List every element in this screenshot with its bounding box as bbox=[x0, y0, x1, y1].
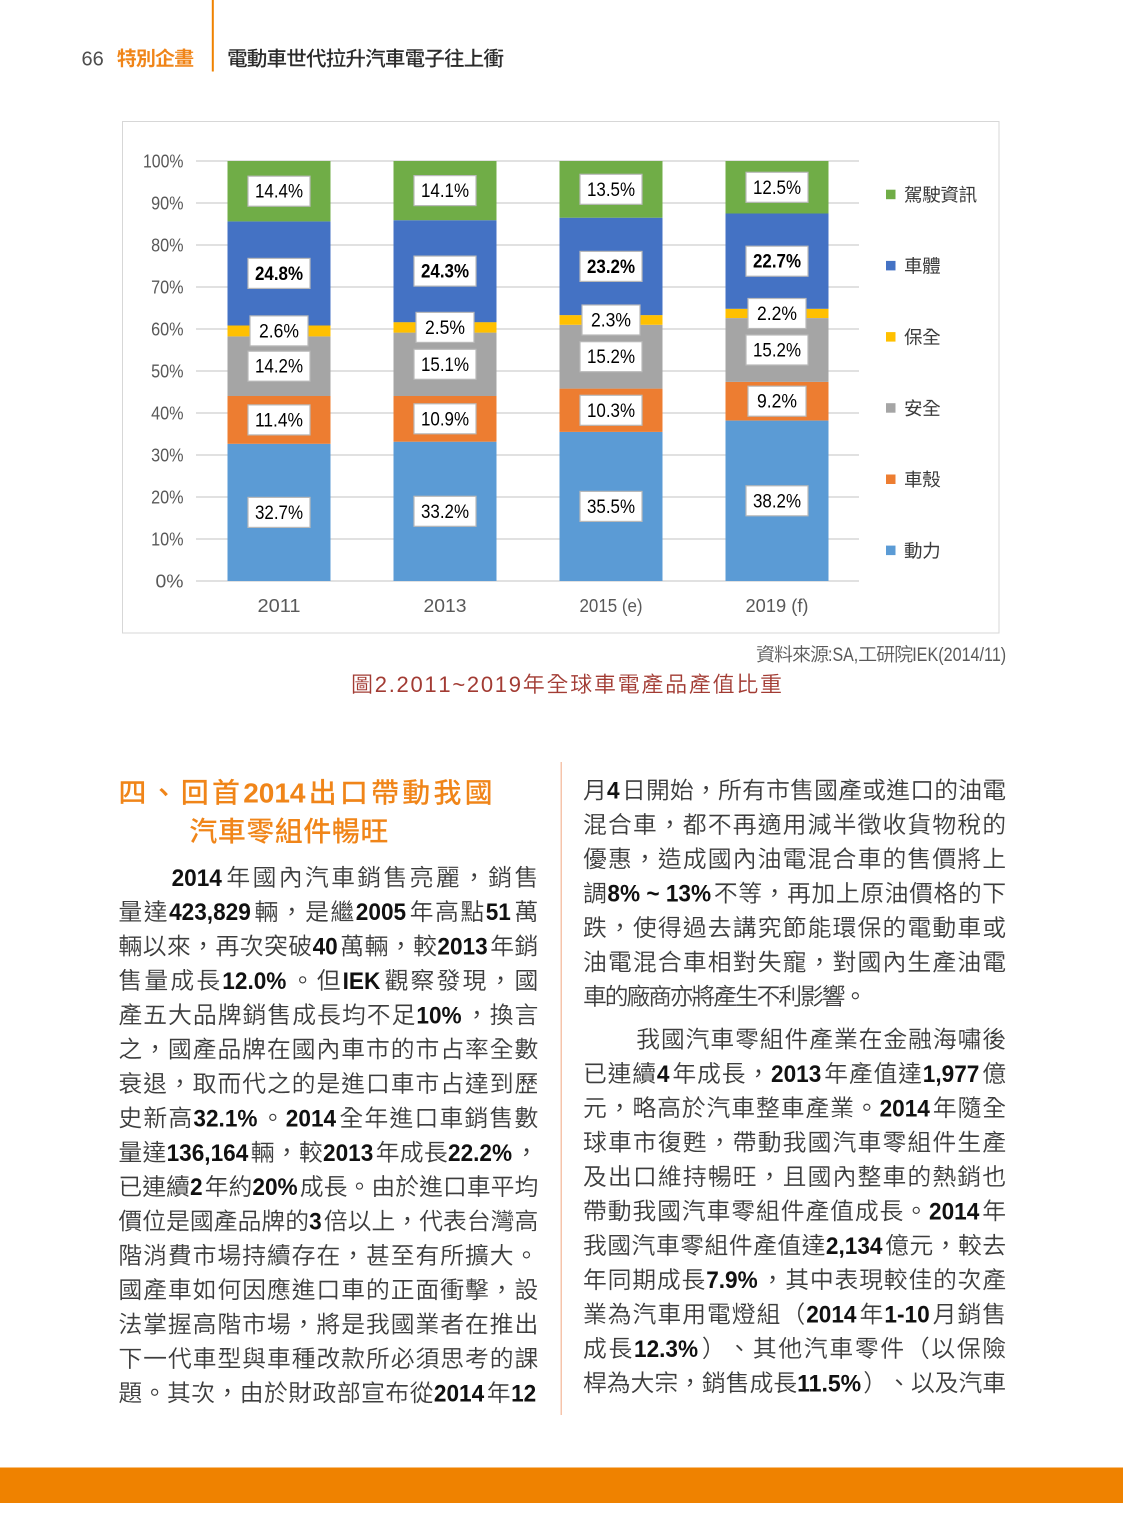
svg-text:14.1%: 14.1% bbox=[421, 181, 469, 202]
svg-text:11.4%: 11.4% bbox=[255, 410, 303, 431]
svg-text:2013: 2013 bbox=[437, 934, 487, 961]
svg-text:7.9%: 7.9% bbox=[706, 1267, 758, 1294]
svg-text:1: 1 bbox=[424, 672, 436, 697]
svg-text:.: . bbox=[389, 672, 395, 697]
svg-text:0%: 0% bbox=[156, 572, 184, 592]
svg-text:66: 66 bbox=[82, 49, 104, 71]
svg-text:14.2%: 14.2% bbox=[255, 357, 303, 378]
svg-text:2.2%: 2.2% bbox=[757, 304, 797, 325]
svg-text:32.7%: 32.7% bbox=[255, 503, 303, 524]
svg-text:12.5%: 12.5% bbox=[753, 178, 801, 199]
svg-text:11.5%: 11.5% bbox=[797, 1370, 861, 1397]
svg-text:15.1%: 15.1% bbox=[421, 355, 469, 376]
svg-text:33.2%: 33.2% bbox=[421, 502, 469, 523]
svg-text:1: 1 bbox=[438, 672, 450, 697]
svg-text:2011: 2011 bbox=[258, 596, 301, 616]
svg-text:2019 (f): 2019 (f) bbox=[746, 596, 809, 616]
svg-text:1-10: 1-10 bbox=[884, 1302, 929, 1329]
svg-text:2015 (e): 2015 (e) bbox=[580, 596, 643, 616]
svg-text:12.3%: 12.3% bbox=[634, 1336, 698, 1363]
svg-text:12: 12 bbox=[511, 1380, 536, 1407]
svg-text:2.6%: 2.6% bbox=[259, 321, 299, 342]
svg-text:2: 2 bbox=[375, 672, 387, 697]
svg-text:2013: 2013 bbox=[424, 596, 467, 616]
svg-text:IEK: IEK bbox=[343, 968, 381, 995]
svg-text:10.9%: 10.9% bbox=[421, 409, 469, 430]
svg-text:4: 4 bbox=[657, 1061, 670, 1088]
svg-text:24.8%: 24.8% bbox=[255, 264, 303, 285]
svg-text:2014: 2014 bbox=[243, 778, 306, 809]
svg-text:2014: 2014 bbox=[172, 865, 223, 892]
svg-text:2014: 2014 bbox=[286, 1105, 337, 1132]
svg-text:100%: 100% bbox=[143, 152, 184, 172]
svg-text:9.2%: 9.2% bbox=[757, 392, 797, 413]
svg-text:70%: 70% bbox=[151, 278, 183, 298]
svg-text:15.2%: 15.2% bbox=[587, 347, 635, 368]
svg-text:32.1%: 32.1% bbox=[193, 1105, 257, 1132]
svg-text:IEK(2014/11): IEK(2014/11) bbox=[912, 645, 1006, 666]
svg-text:14.4%: 14.4% bbox=[255, 182, 303, 203]
svg-text:38.2%: 38.2% bbox=[753, 491, 801, 512]
svg-text:24.3%: 24.3% bbox=[421, 262, 469, 283]
svg-text:20%: 20% bbox=[252, 1174, 297, 1201]
svg-text:2005: 2005 bbox=[356, 899, 406, 926]
svg-text:80%: 80% bbox=[151, 236, 183, 256]
svg-text:8% ~ 13%: 8% ~ 13% bbox=[607, 881, 711, 908]
svg-text:50%: 50% bbox=[151, 362, 183, 382]
svg-text:12.0%: 12.0% bbox=[222, 968, 286, 995]
svg-text:2,134: 2,134 bbox=[826, 1233, 883, 1260]
svg-text:1: 1 bbox=[495, 672, 507, 697]
svg-text:23.2%: 23.2% bbox=[587, 257, 635, 278]
svg-text:2014: 2014 bbox=[880, 1095, 931, 1122]
svg-text:2014: 2014 bbox=[929, 1198, 980, 1225]
svg-text:2: 2 bbox=[190, 1174, 203, 1201]
svg-text:10.3%: 10.3% bbox=[587, 401, 635, 422]
svg-text:2013: 2013 bbox=[771, 1061, 821, 1088]
svg-text:~: ~ bbox=[452, 672, 465, 697]
svg-text:60%: 60% bbox=[151, 320, 183, 340]
svg-text:4: 4 bbox=[607, 778, 620, 805]
svg-text:136,164: 136,164 bbox=[167, 1140, 249, 1167]
svg-text:10%: 10% bbox=[416, 1002, 461, 1029]
svg-text:40%: 40% bbox=[151, 404, 183, 424]
svg-text:0: 0 bbox=[481, 672, 493, 697]
svg-text:2.3%: 2.3% bbox=[591, 311, 631, 332]
svg-text:15.2%: 15.2% bbox=[753, 341, 801, 362]
svg-text:51: 51 bbox=[486, 899, 511, 926]
svg-text:423,829: 423,829 bbox=[169, 899, 251, 926]
svg-text:30%: 30% bbox=[151, 446, 183, 466]
svg-text:35.5%: 35.5% bbox=[587, 497, 635, 518]
svg-text:0: 0 bbox=[411, 672, 423, 697]
svg-text:2014: 2014 bbox=[806, 1302, 857, 1329]
svg-text:90%: 90% bbox=[151, 194, 183, 214]
svg-text:9: 9 bbox=[509, 672, 521, 697]
svg-text:40: 40 bbox=[313, 934, 338, 961]
svg-text:10%: 10% bbox=[151, 530, 183, 550]
svg-text:13.5%: 13.5% bbox=[587, 180, 635, 201]
svg-text:3: 3 bbox=[309, 1209, 322, 1236]
svg-text:2.5%: 2.5% bbox=[425, 318, 465, 339]
svg-text:2: 2 bbox=[397, 672, 409, 697]
svg-text:20%: 20% bbox=[151, 488, 183, 508]
svg-text::SA,: :SA, bbox=[828, 645, 858, 666]
svg-text:2: 2 bbox=[467, 672, 479, 697]
svg-text:22.2%: 22.2% bbox=[448, 1140, 512, 1167]
svg-text:2014: 2014 bbox=[434, 1380, 485, 1407]
svg-text:1,977: 1,977 bbox=[923, 1061, 980, 1088]
svg-text:22.7%: 22.7% bbox=[753, 252, 801, 273]
svg-text:2013: 2013 bbox=[323, 1140, 373, 1167]
